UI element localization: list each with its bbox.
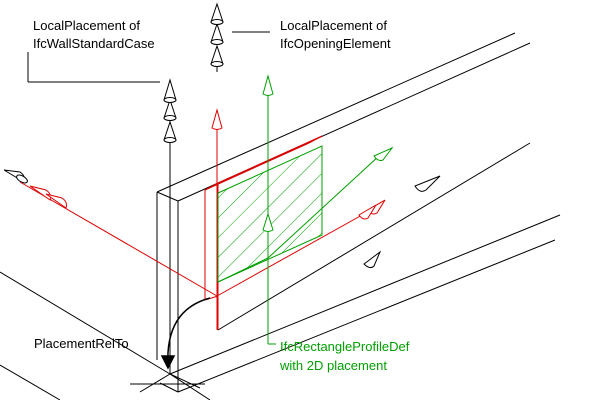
cone-arrow-icon (363, 175, 441, 269)
cone-arrow-icon (163, 78, 177, 143)
rectangle-profile (217, 145, 323, 283)
label-leaders (27, 31, 270, 83)
cone-arrow-icon (262, 74, 394, 232)
profile-label-line1: IfcRectangleProfileDef (280, 339, 410, 354)
cone-arrow-icon (210, 2, 224, 67)
wall-placement-label-line1: LocalPlacement of (33, 18, 140, 33)
cone-arrow-icon (29, 108, 386, 220)
curved-arrow-icon (160, 297, 211, 370)
wall-placement-label-line2: IfcWallStandardCase (33, 36, 155, 51)
opening-placement-label-line2: IfcOpeningElement (280, 36, 391, 51)
opening-placement-label-line1: LocalPlacement of (280, 18, 387, 33)
placement-rel-to-label: PlacementRelTo (34, 336, 129, 351)
profile-label-leader (267, 330, 276, 345)
profile-label-line2: with 2D placement (279, 358, 387, 373)
profile-axes (217, 90, 381, 330)
cone-arrow-icon (3, 169, 28, 184)
opening-element (19, 120, 381, 330)
